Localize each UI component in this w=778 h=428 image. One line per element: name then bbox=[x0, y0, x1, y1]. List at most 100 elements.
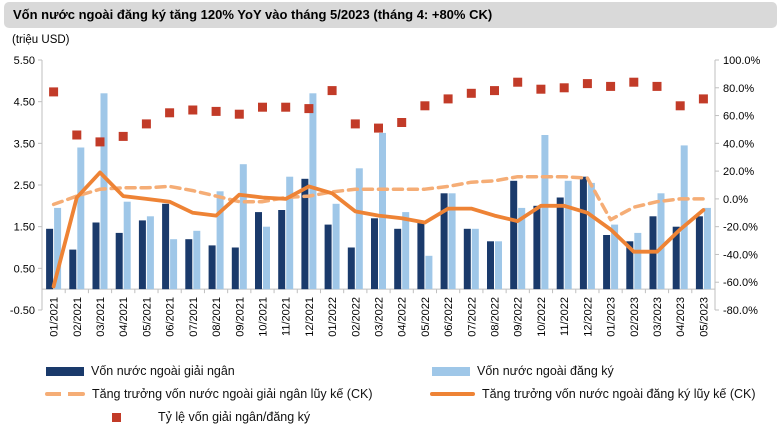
legend-item-ratio: Tỷ lệ vốn giải ngân/đăng ký bbox=[112, 410, 310, 424]
bar-disbursed bbox=[603, 235, 611, 290]
bar-disbursed bbox=[487, 241, 494, 290]
bar-disbursed bbox=[556, 197, 564, 290]
bar-registered bbox=[657, 193, 665, 290]
left-axis-tick-label: 5.50 bbox=[14, 55, 35, 67]
bar-disbursed bbox=[417, 222, 425, 290]
x-axis-label: 09/2021 bbox=[234, 297, 246, 337]
ratio-marker bbox=[397, 118, 407, 127]
chart-canvas: 5.50 4.50 3.50 2.50 1.50 0.50 -0.50 100.0% 80.0%… bbox=[10, 55, 761, 337]
x-axis-label: 10/2021 bbox=[258, 297, 270, 337]
bar-disbursed bbox=[371, 218, 378, 290]
left-axis-tick-label: 0.50 bbox=[14, 263, 35, 275]
legend-label-registered: Vốn nước ngoài đăng ký bbox=[477, 364, 614, 378]
ratio-marker bbox=[118, 131, 128, 141]
ratio-marker bbox=[420, 101, 430, 111]
ratio-marker bbox=[304, 104, 314, 114]
ratio-marker bbox=[582, 79, 592, 89]
bar-registered bbox=[263, 226, 270, 290]
ratio-marker bbox=[141, 119, 151, 129]
bar-registered bbox=[216, 191, 224, 290]
ratio-marker bbox=[281, 102, 291, 112]
left-axis-tick-label: 4.50 bbox=[14, 97, 35, 109]
x-axis-label: 07/2021 bbox=[188, 297, 200, 337]
bar-registered bbox=[587, 182, 595, 290]
bar-registered bbox=[495, 241, 502, 290]
ratio-marker bbox=[211, 106, 221, 116]
ratio-marker bbox=[350, 119, 360, 129]
ratio-marker bbox=[698, 94, 708, 104]
bar-registered bbox=[611, 224, 619, 290]
right-axis-tick-label: -40.0% bbox=[723, 249, 758, 261]
legend-label-registered-growth: Tăng trưởng vốn nước ngoài đăng ký lũy k… bbox=[482, 387, 756, 401]
bar-disbursed bbox=[394, 228, 402, 290]
ratio-marker bbox=[188, 105, 198, 115]
x-axis-label: 04/2023 bbox=[675, 297, 687, 337]
bar-registered bbox=[355, 168, 363, 290]
x-axis-label: 12/2021 bbox=[304, 297, 316, 337]
legend-item-disbursed-growth: Tăng trưởng vốn nước ngoài giải ngân lũy… bbox=[45, 387, 373, 401]
left-axis-tick-label: 1.50 bbox=[14, 222, 35, 234]
bar-registered bbox=[309, 93, 317, 290]
x-axis-label: 05/2021 bbox=[141, 297, 153, 337]
bar-disbursed bbox=[46, 228, 54, 290]
right-axis-tick-label: -80.0% bbox=[723, 305, 758, 317]
bar-disbursed bbox=[185, 239, 193, 290]
ratio-marker bbox=[443, 94, 453, 104]
x-axis-label: 11/2022 bbox=[559, 297, 571, 336]
bar-registered bbox=[471, 228, 479, 290]
ratio-marker bbox=[606, 81, 616, 91]
x-axis-label: 09/2022 bbox=[513, 297, 525, 337]
x-axis-label: 02/2022 bbox=[350, 297, 362, 337]
right-axis-tick-label: 20.0% bbox=[723, 166, 754, 178]
bar-registered bbox=[564, 180, 572, 290]
x-axis-label: 05/2023 bbox=[698, 297, 710, 337]
bar-disbursed bbox=[347, 247, 355, 290]
x-axis-label: 07/2022 bbox=[466, 297, 478, 337]
legend-swatch-registered-bar bbox=[432, 366, 470, 376]
bar-registered bbox=[634, 232, 642, 290]
x-axis-label: 12/2022 bbox=[582, 297, 594, 337]
x-axis-label: 04/2022 bbox=[397, 297, 409, 337]
ratio-marker bbox=[466, 88, 476, 98]
x-axis-label: 05/2022 bbox=[420, 297, 432, 337]
bars-registered bbox=[54, 93, 711, 290]
bar-disbursed bbox=[579, 176, 587, 290]
x-axis-label: 01/2021 bbox=[49, 297, 61, 337]
bars-disbursed bbox=[46, 176, 703, 290]
right-axis-tick-label: 80.0% bbox=[723, 83, 754, 95]
bar-registered bbox=[425, 255, 433, 290]
bar-disbursed bbox=[301, 178, 309, 290]
bar-registered bbox=[518, 207, 526, 290]
x-axis-label: 06/2021 bbox=[165, 297, 177, 337]
axes bbox=[38, 59, 719, 311]
x-axis-label: 08/2022 bbox=[490, 297, 502, 337]
x-axis-label: 04/2021 bbox=[118, 297, 130, 337]
legend: Vốn nước ngoài giải ngân Vốn nước ngoài … bbox=[0, 360, 778, 428]
axis-labels: 5.50 4.50 3.50 2.50 1.50 0.50 -0.50 100.0% 80.0%… bbox=[10, 55, 761, 337]
bar-registered bbox=[402, 212, 410, 290]
left-axis-unit-label: (triệu USD) bbox=[12, 34, 70, 46]
bar-registered bbox=[54, 207, 62, 290]
bar-disbursed bbox=[69, 249, 77, 290]
x-axis-label: 03/2021 bbox=[95, 297, 107, 337]
ratio-marker bbox=[675, 101, 685, 111]
bar-registered bbox=[239, 164, 247, 290]
right-axis-tick-label: 40.0% bbox=[723, 138, 754, 150]
legend-swatch-dashed-line bbox=[45, 392, 85, 396]
ratio-marker bbox=[327, 86, 337, 96]
bar-disbursed bbox=[92, 222, 100, 290]
line-disbursed-growth bbox=[51, 174, 706, 222]
right-axis-tick-label: 0.0% bbox=[723, 194, 748, 206]
bar-disbursed bbox=[231, 247, 239, 290]
legend-label-ratio: Tỷ lệ vốn giải ngân/đăng ký bbox=[158, 410, 311, 424]
ratio-marker bbox=[652, 81, 662, 91]
ratio-markers bbox=[49, 77, 708, 147]
legend-label-disbursed: Vốn nước ngoài giải ngân bbox=[91, 364, 235, 378]
right-axis-tick-label: -20.0% bbox=[723, 222, 758, 234]
left-axis-tick-label: 2.50 bbox=[14, 180, 35, 192]
bar-disbursed bbox=[255, 212, 262, 290]
x-axis-label: 06/2022 bbox=[443, 297, 455, 337]
ratio-marker bbox=[72, 130, 82, 140]
left-axis-tick-label: 3.50 bbox=[14, 138, 35, 150]
